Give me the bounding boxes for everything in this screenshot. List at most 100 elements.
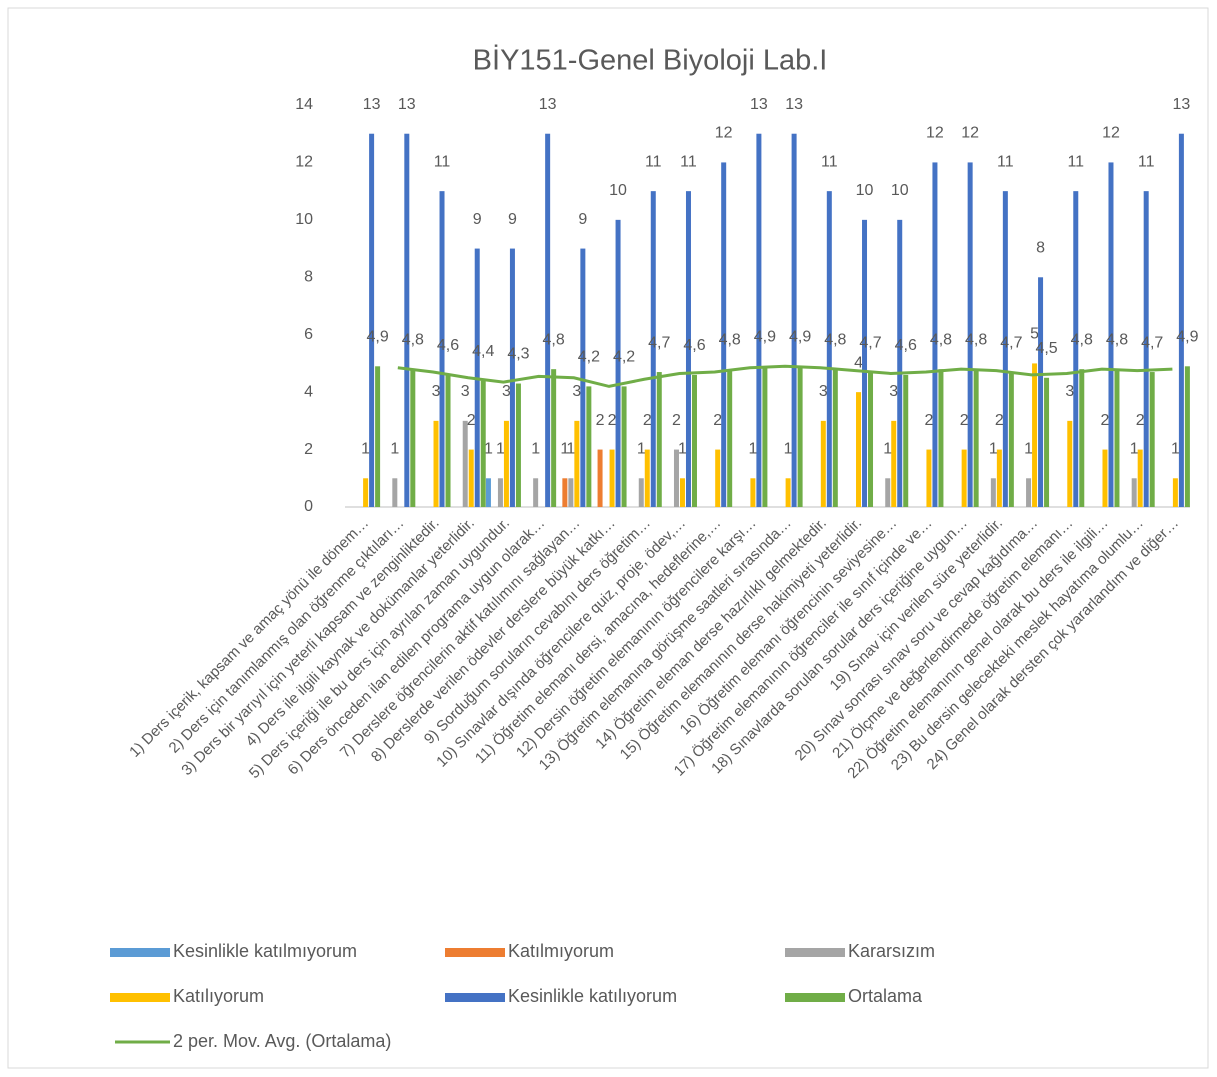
bar xyxy=(856,392,862,507)
bar xyxy=(862,219,868,507)
data-label: 1 xyxy=(784,441,793,458)
data-label: 1 xyxy=(1171,441,1180,458)
legend-label: Katılıyorum xyxy=(173,986,264,1006)
data-label: 4,7 xyxy=(1141,334,1163,351)
bar xyxy=(1131,478,1137,507)
bar xyxy=(574,420,580,507)
chart-border xyxy=(7,7,1209,1069)
data-label: 2 xyxy=(608,412,617,429)
bar xyxy=(685,191,691,507)
bar xyxy=(468,449,474,507)
legend-swatch xyxy=(785,948,845,957)
data-label: 11 xyxy=(997,153,1014,170)
bar xyxy=(1079,369,1085,507)
data-label: 3 xyxy=(1065,383,1074,400)
bar xyxy=(762,366,768,507)
data-label: 1 xyxy=(361,441,370,458)
bar xyxy=(656,372,662,507)
y-tick-label: 0 xyxy=(304,498,313,515)
bar xyxy=(996,449,1002,507)
legend-swatch xyxy=(785,993,845,1002)
data-label: 4,8 xyxy=(1106,331,1128,348)
bar xyxy=(551,369,557,507)
bar xyxy=(533,478,539,507)
bar xyxy=(1002,191,1008,507)
bar xyxy=(485,478,491,507)
data-label: 11 xyxy=(821,153,838,170)
bar xyxy=(967,162,973,507)
data-label: 4,8 xyxy=(1071,331,1093,348)
data-label: 2 xyxy=(924,412,933,429)
data-label: 3 xyxy=(572,383,581,400)
data-label: 3 xyxy=(461,383,470,400)
data-label: 1 xyxy=(1024,441,1033,458)
data-label: 2 xyxy=(467,412,476,429)
data-label: 13 xyxy=(539,96,557,113)
data-label: 4,5 xyxy=(1035,340,1057,357)
bar xyxy=(691,374,697,507)
data-label: 4,8 xyxy=(930,331,952,348)
data-label: 1 xyxy=(531,441,540,458)
legend-label: Kesinlikle katılıyorum xyxy=(508,986,677,1006)
bar xyxy=(1026,478,1032,507)
data-label: 4,6 xyxy=(437,337,459,354)
legend-label: Ortalama xyxy=(848,986,923,1006)
data-label: 4,7 xyxy=(648,334,670,351)
bar xyxy=(480,380,486,507)
bar xyxy=(1067,420,1073,507)
data-label: 11 xyxy=(680,153,697,170)
bar xyxy=(410,369,416,507)
data-label: 3 xyxy=(432,383,441,400)
data-label: 2 xyxy=(713,412,722,429)
data-label: 13 xyxy=(363,96,381,113)
data-label: 1 xyxy=(496,441,505,458)
data-label: 1 xyxy=(989,441,998,458)
data-label: 9 xyxy=(473,211,482,228)
bar xyxy=(609,449,615,507)
bar xyxy=(885,478,891,507)
bar xyxy=(727,369,733,507)
data-label: 2 xyxy=(643,412,652,429)
bar xyxy=(1172,478,1178,507)
bar xyxy=(797,366,803,507)
bar xyxy=(1032,363,1038,507)
bar xyxy=(1178,133,1184,507)
bar xyxy=(1102,449,1108,507)
bar xyxy=(679,478,685,507)
data-label: 5 xyxy=(1030,326,1039,343)
legend-swatch xyxy=(110,948,170,957)
bar xyxy=(785,478,791,507)
data-label: 10 xyxy=(856,182,874,199)
bar xyxy=(369,133,375,507)
data-label: 3 xyxy=(889,383,898,400)
data-label: 4,8 xyxy=(543,331,565,348)
data-label: 2 xyxy=(672,412,681,429)
bar xyxy=(791,133,797,507)
data-label: 4,8 xyxy=(719,331,741,348)
bar xyxy=(515,383,521,507)
y-tick-label: 14 xyxy=(295,96,313,113)
data-label: 2 xyxy=(1136,412,1145,429)
data-label: 4,8 xyxy=(824,331,846,348)
moving-average-line xyxy=(397,364,1173,388)
data-label: 1 xyxy=(883,441,892,458)
bar xyxy=(926,449,932,507)
data-label: 4,2 xyxy=(578,349,600,366)
data-label: 1 xyxy=(566,441,575,458)
bar xyxy=(897,219,903,507)
data-label: 13 xyxy=(750,96,768,113)
bar xyxy=(973,369,979,507)
data-label: 3 xyxy=(502,383,511,400)
bar xyxy=(375,366,381,507)
data-label: 4,8 xyxy=(402,331,424,348)
data-label: 4,9 xyxy=(1176,329,1198,346)
bar xyxy=(1108,162,1114,507)
data-label: 2 xyxy=(596,412,605,429)
data-label: 8 xyxy=(1036,240,1045,257)
data-label: 1 xyxy=(637,441,646,458)
data-label: 12 xyxy=(926,125,944,142)
data-label: 4,3 xyxy=(507,346,529,363)
bar xyxy=(621,386,627,507)
data-label: 4,9 xyxy=(366,329,388,346)
